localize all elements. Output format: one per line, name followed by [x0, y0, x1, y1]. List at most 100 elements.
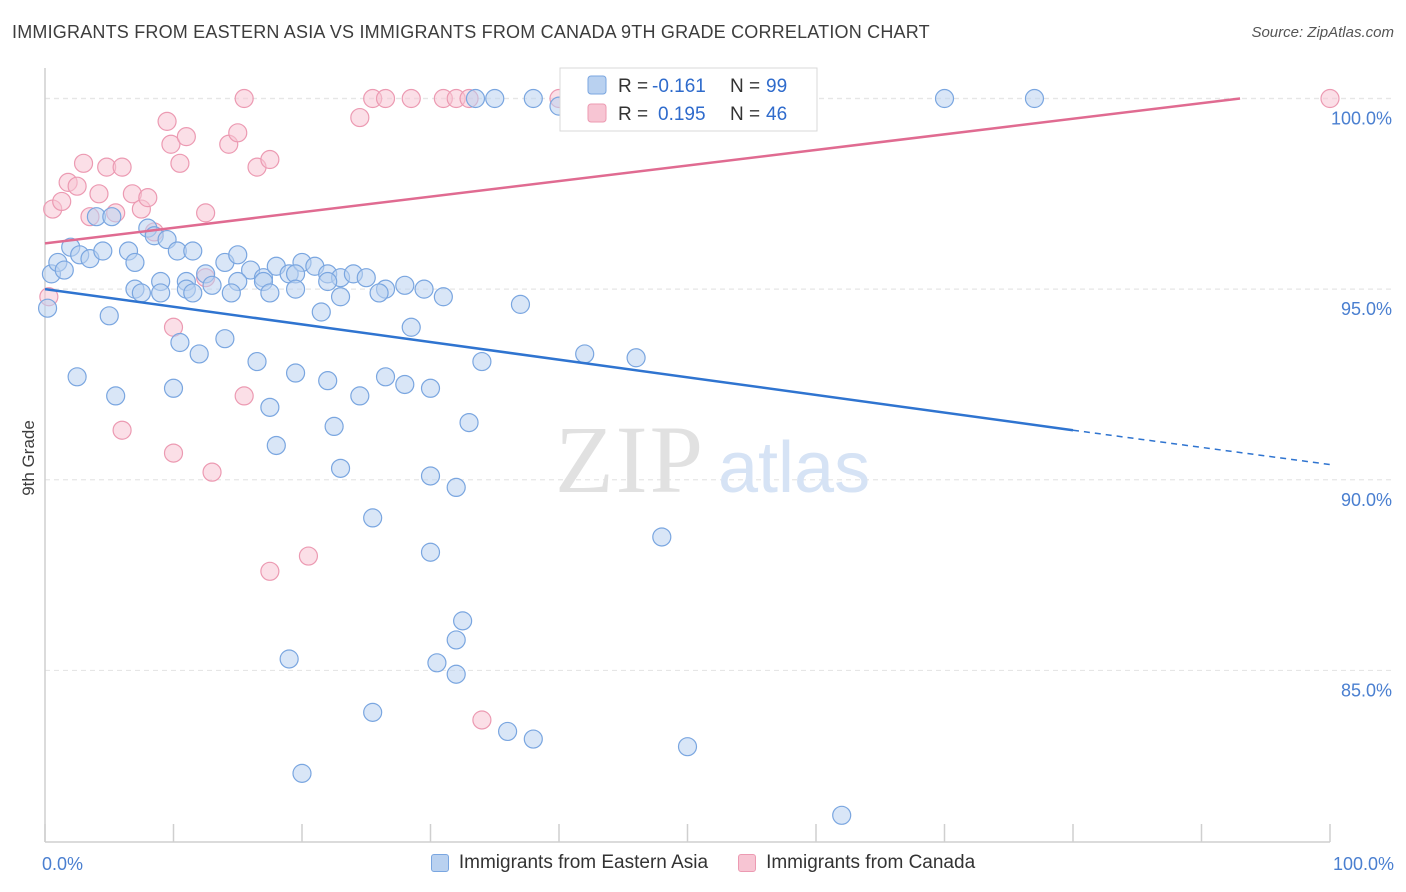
y-axis-title: 9th Grade: [19, 420, 38, 496]
chart-source: Source: ZipAtlas.com: [1251, 24, 1394, 41]
data-point: [106, 386, 126, 406]
data-point: [318, 271, 338, 292]
data-point: [260, 149, 280, 170]
gridlines: [45, 97, 1394, 672]
chart-title: IMMIGRANTS FROM EASTERN ASIA VS IMMIGRAN…: [12, 22, 930, 42]
data-point: [102, 207, 122, 227]
legend-n-label-canada: N =: [730, 104, 760, 125]
data-point: [73, 153, 94, 173]
data-point: [112, 420, 132, 440]
data-point: [202, 275, 222, 295]
data-point: [446, 630, 466, 650]
data-point: [260, 283, 280, 303]
data-point: [234, 386, 254, 406]
y-tick-label: 90.0%: [1341, 490, 1392, 510]
bottom-legend-swatch-eastern-asia: [430, 854, 449, 872]
x-ticks: [44, 824, 1331, 842]
series-eastern-asia-points: [37, 88, 1045, 825]
data-point: [324, 416, 344, 437]
data-point: [89, 184, 109, 204]
data-point: [498, 721, 518, 742]
data-point: [67, 176, 87, 196]
data-point: [183, 283, 203, 303]
data-point: [395, 275, 415, 295]
data-point: [298, 546, 319, 566]
trend-line-eastern-asia-extension: [1072, 429, 1331, 466]
data-point: [401, 88, 421, 109]
data-point: [420, 378, 441, 398]
data-point: [234, 88, 254, 109]
data-point: [54, 260, 74, 280]
data-point: [52, 191, 72, 212]
top-legend: R = -0.161 N = 99 R = 0.195 N = 46: [559, 67, 818, 132]
legend-r-label-canada: R =: [618, 104, 648, 125]
data-point: [626, 348, 646, 368]
data-point: [266, 435, 286, 456]
data-point: [375, 88, 396, 109]
y-tick-label: 85.0%: [1341, 680, 1392, 700]
data-point: [67, 367, 87, 387]
bottom-legend: Immigrants from Eastern Asia Immigrants …: [0, 852, 1406, 874]
data-point: [228, 123, 248, 143]
data-point: [125, 252, 145, 273]
data-point: [196, 203, 216, 223]
data-point: [401, 317, 421, 337]
data-point: [375, 367, 396, 387]
legend-r-value-eastern-asia: -0.161: [652, 76, 706, 97]
data-point: [157, 111, 177, 131]
bottom-legend-swatch-canada: [738, 854, 757, 872]
data-point: [453, 611, 473, 631]
data-point: [420, 542, 441, 562]
bottom-legend-label-canada: Immigrants from Canada: [766, 852, 976, 873]
legend-n-value-eastern-asia: 99: [766, 76, 787, 97]
data-point: [318, 371, 338, 391]
data-point: [446, 477, 466, 498]
data-point: [575, 344, 595, 364]
data-point: [37, 298, 58, 318]
data-point: [523, 729, 543, 749]
bottom-legend-label-eastern-asia: Immigrants from Eastern Asia: [458, 852, 709, 873]
data-point: [934, 88, 955, 109]
data-point: [138, 188, 158, 208]
data-point: [228, 245, 248, 265]
data-point: [363, 702, 383, 722]
data-point: [170, 332, 190, 353]
watermark-atlas: atlas: [718, 428, 870, 508]
data-point: [285, 279, 306, 299]
data-point: [1024, 88, 1045, 109]
trend-line-canada: [44, 97, 1241, 245]
data-point: [523, 88, 543, 109]
legend-swatch-eastern-asia: [587, 75, 607, 95]
data-point: [832, 805, 852, 825]
bottom-legend-item-eastern-asia[interactable]: Immigrants from Eastern Asia: [430, 852, 709, 874]
data-point: [311, 302, 331, 322]
data-point: [151, 283, 171, 303]
data-point: [459, 412, 479, 433]
data-point: [350, 386, 370, 406]
data-point: [163, 443, 184, 463]
data-point: [395, 374, 415, 395]
data-point: [330, 458, 351, 478]
data-point: [420, 466, 441, 486]
legend-n-label-eastern-asia: N =: [730, 76, 760, 97]
data-point: [427, 653, 447, 673]
data-point: [260, 561, 280, 581]
data-point: [363, 508, 383, 528]
y-tick-labels: 85.0% 90.0% 95.0% 100.0%: [1331, 109, 1392, 701]
bottom-legend-item-canada[interactable]: Immigrants from Canada: [738, 852, 975, 874]
data-point: [472, 710, 492, 730]
data-point: [1320, 88, 1340, 109]
trend-lines: [44, 97, 1331, 466]
x-tick-label-min: 0.0%: [42, 854, 83, 874]
data-point: [285, 363, 306, 383]
legend-r-label-eastern-asia: R =: [618, 76, 648, 97]
data-point: [189, 344, 209, 364]
data-point: [279, 649, 299, 669]
data-point: [510, 294, 531, 314]
watermark-zip: ZIP: [555, 406, 705, 513]
data-point: [350, 107, 370, 128]
data-point: [356, 268, 376, 288]
legend-r-value-canada: 0.195: [658, 104, 706, 125]
data-point: [472, 351, 492, 372]
